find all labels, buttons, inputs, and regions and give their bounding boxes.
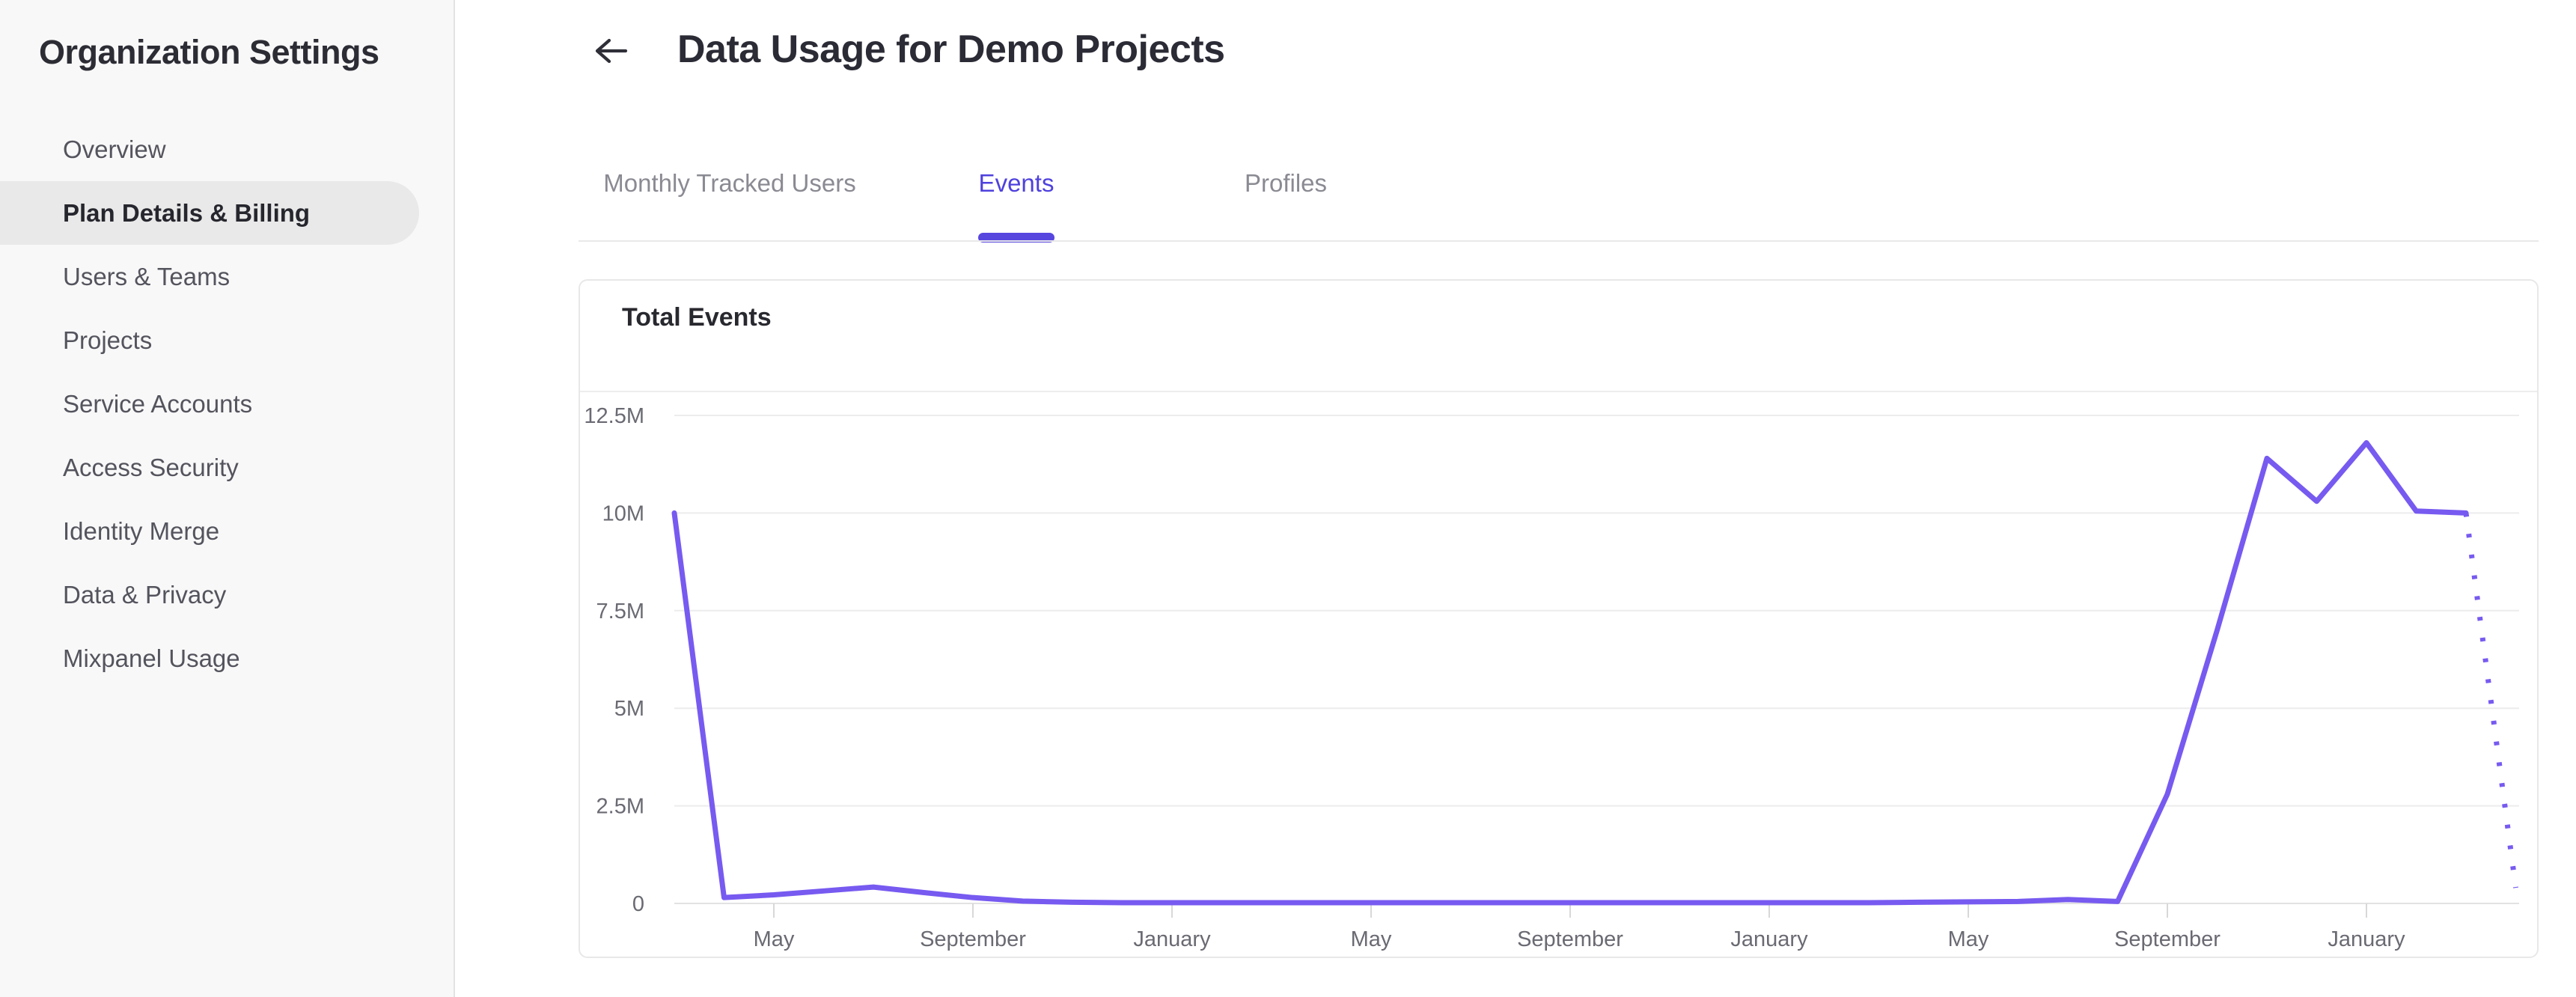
total-events-line-chart: 12.5M 10M 7.5M 5M 2.5M 0 May September January Ma…	[580, 394, 2537, 957]
tab-events[interactable]: Events	[978, 169, 1054, 197]
x-axis-label: January	[1730, 927, 1808, 951]
x-axis-label: September	[2114, 927, 2221, 951]
y-axis-label: 2.5M	[596, 795, 644, 819]
x-axis-label: January	[1133, 927, 1211, 951]
sidebar-item-service-accounts[interactable]: Service Accounts	[63, 389, 253, 418]
tab-profiles[interactable]: Profiles	[1244, 169, 1328, 197]
page-title: Data Usage for Demo Projects	[677, 28, 1225, 71]
x-axis-label: September	[920, 927, 1026, 951]
sidebar-item-overview[interactable]: Overview	[63, 135, 166, 163]
sidebar-title: Organization Settings	[39, 33, 379, 71]
x-axis-label: September	[1517, 927, 1623, 951]
back-button[interactable]	[593, 34, 629, 67]
arrow-left-icon	[593, 36, 629, 66]
x-axis-label: May	[1351, 927, 1392, 951]
y-axis-label: 0	[632, 892, 644, 916]
sidebar-item-plan-details-billing[interactable]: Plan Details & Billing	[0, 181, 419, 245]
sidebar-item-mixpanel-usage[interactable]: Mixpanel Usage	[63, 644, 240, 672]
sidebar-item-data-privacy[interactable]: Data & Privacy	[63, 580, 227, 609]
tab-monthly-tracked-users[interactable]: Monthly Tracked Users	[603, 169, 856, 197]
sidebar-item-access-security[interactable]: Access Security	[63, 453, 239, 481]
sidebar-item-projects[interactable]: Projects	[63, 326, 153, 354]
card-header: Total Events	[580, 281, 2537, 392]
card-title: Total Events	[622, 303, 772, 332]
y-axis-label: 7.5M	[596, 600, 644, 623]
x-axis-label: May	[754, 927, 795, 951]
y-axis-label: 12.5M	[584, 404, 644, 428]
active-tab-indicator	[978, 233, 1054, 243]
sidebar: Organization Settings Overview Plan Detai…	[0, 0, 455, 997]
sidebar-item-identity-merge[interactable]: Identity Merge	[63, 516, 220, 545]
y-axis-label: 10M	[602, 501, 644, 525]
total-events-card: Total Events 12.5M 10M 7.5M 5M 2.5M 0 May Septe…	[579, 279, 2539, 958]
sidebar-nav: Overview Plan Details & Billing Users & Te…	[0, 118, 419, 690]
sidebar-item-users-teams[interactable]: Users & Teams	[63, 262, 231, 290]
y-axis-label: 5M	[614, 697, 644, 721]
x-axis-label: January	[2328, 927, 2405, 951]
chart-svg: 12.5M 10M 7.5M 5M 2.5M 0 May September January Ma…	[584, 404, 2519, 951]
x-axis-label: May	[1948, 927, 1989, 951]
tabs-divider	[579, 240, 2539, 242]
projected-segment	[2463, 512, 2518, 888]
